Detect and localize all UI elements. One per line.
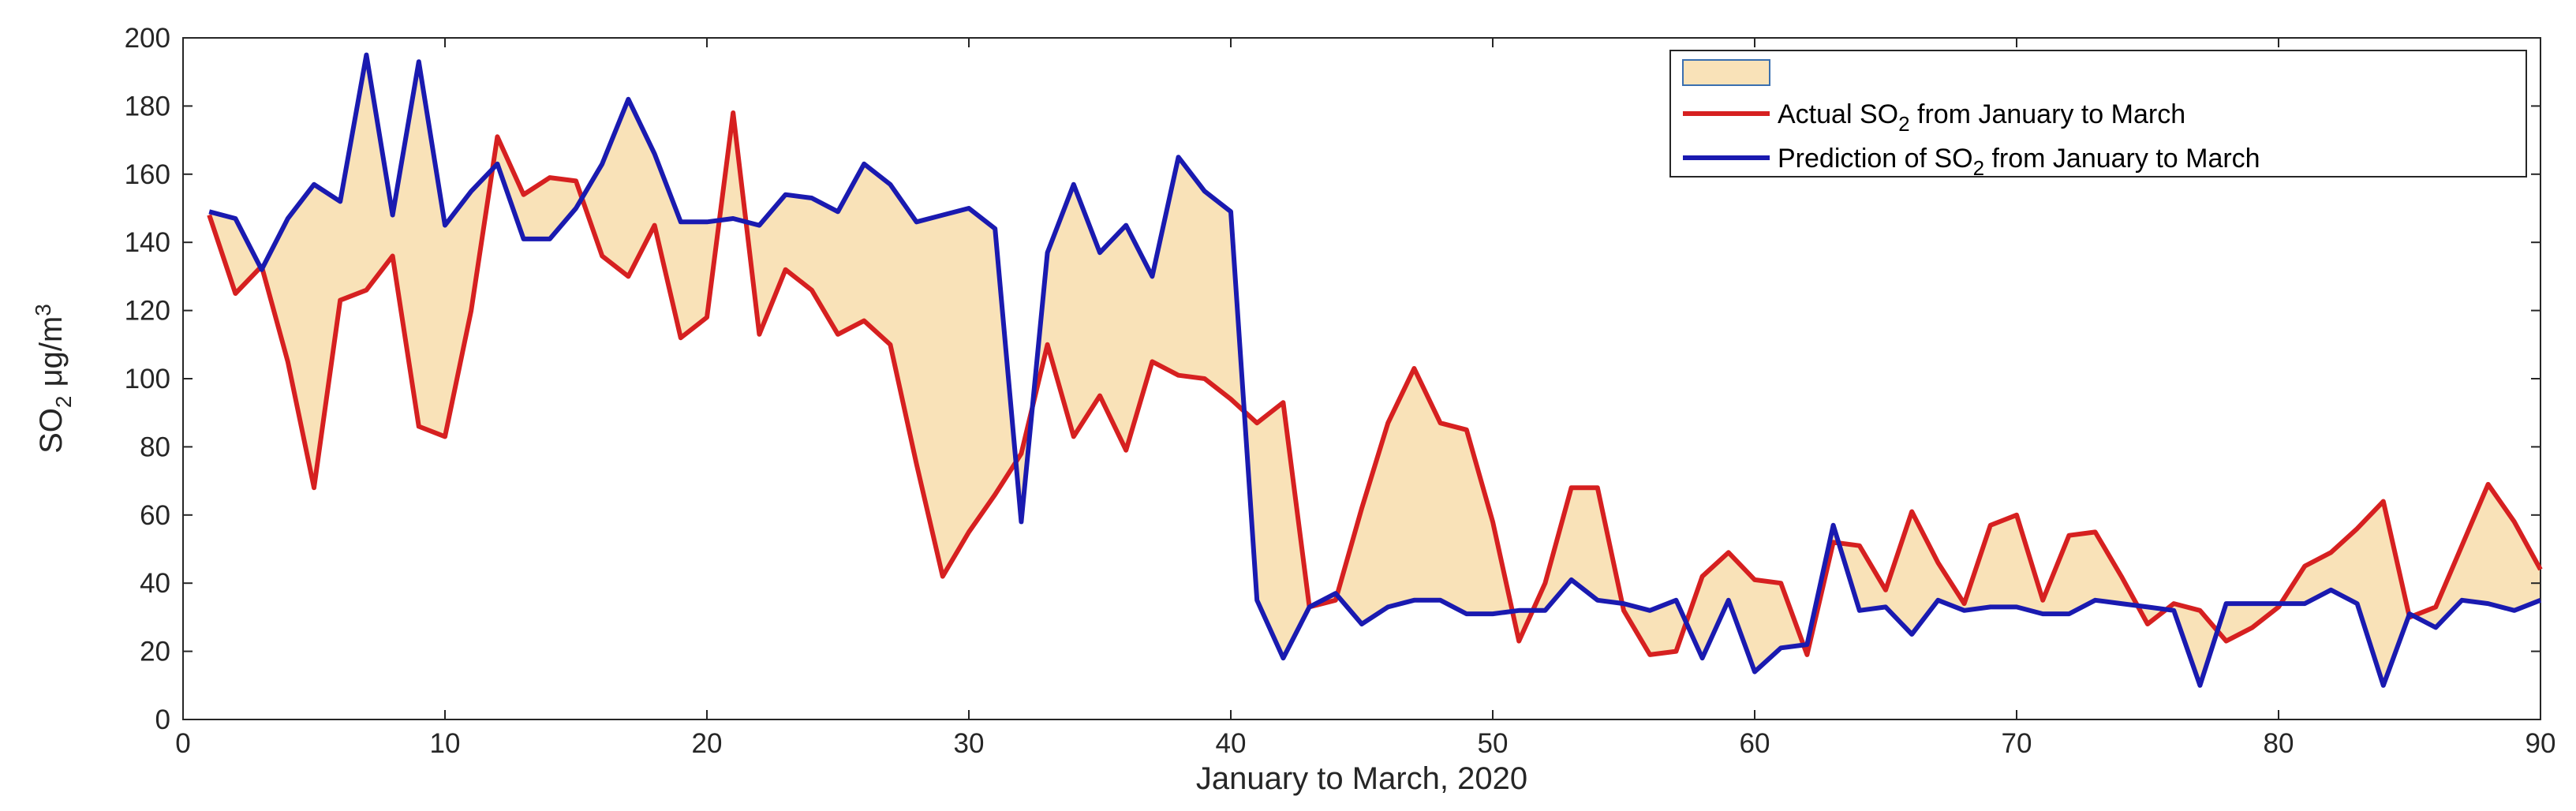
x-tick-label: 10 <box>430 728 461 759</box>
y-axis-ticks: 0 20 40 60 80 100 120 140 160 180 200 <box>125 23 2540 735</box>
series-line-prediction <box>208 52 2542 688</box>
y-tick-label: 200 <box>125 23 170 54</box>
x-tick-label: 50 <box>1478 728 1509 759</box>
x-tick-label: 80 <box>2264 728 2294 759</box>
fill-between-area <box>209 54 2541 686</box>
y-tick-label: 80 <box>140 432 170 462</box>
x-tick-label: 90 <box>2526 728 2556 759</box>
x-axis-ticks: 0 10 20 30 40 50 60 70 80 90 <box>175 38 2555 759</box>
legend-box <box>1669 50 2527 178</box>
legend-swatch-fill <box>1682 59 1770 86</box>
x-tick-label: 0 <box>175 728 190 759</box>
y-tick-label: 140 <box>125 227 170 258</box>
fill-between-polygon <box>209 54 2541 686</box>
y-tick-label: 180 <box>125 91 170 121</box>
series-line-actual <box>207 110 2543 657</box>
y-tick-label: 100 <box>125 364 170 394</box>
series-lines <box>207 52 2543 688</box>
y-tick-label: 0 <box>155 704 170 735</box>
y-tick-label: 160 <box>125 159 170 190</box>
x-tick-label: 40 <box>1216 728 1247 759</box>
legend: Actual SO2 from January to March Predict… <box>1669 50 2527 180</box>
x-tick-label: 30 <box>954 728 985 759</box>
y-tick-label: 120 <box>125 296 170 327</box>
y-tick-label: 60 <box>140 500 170 531</box>
y-tick-label: 20 <box>140 637 170 667</box>
x-tick-label: 20 <box>692 728 723 759</box>
x-tick-label: 60 <box>1740 728 1770 759</box>
x-axis-label: January to March, 2020 <box>1196 761 1527 796</box>
y-tick-label: 40 <box>140 568 170 599</box>
x-tick-label: 70 <box>2002 728 2032 759</box>
y-axis-label: SO2 μg/m3 <box>31 304 76 454</box>
